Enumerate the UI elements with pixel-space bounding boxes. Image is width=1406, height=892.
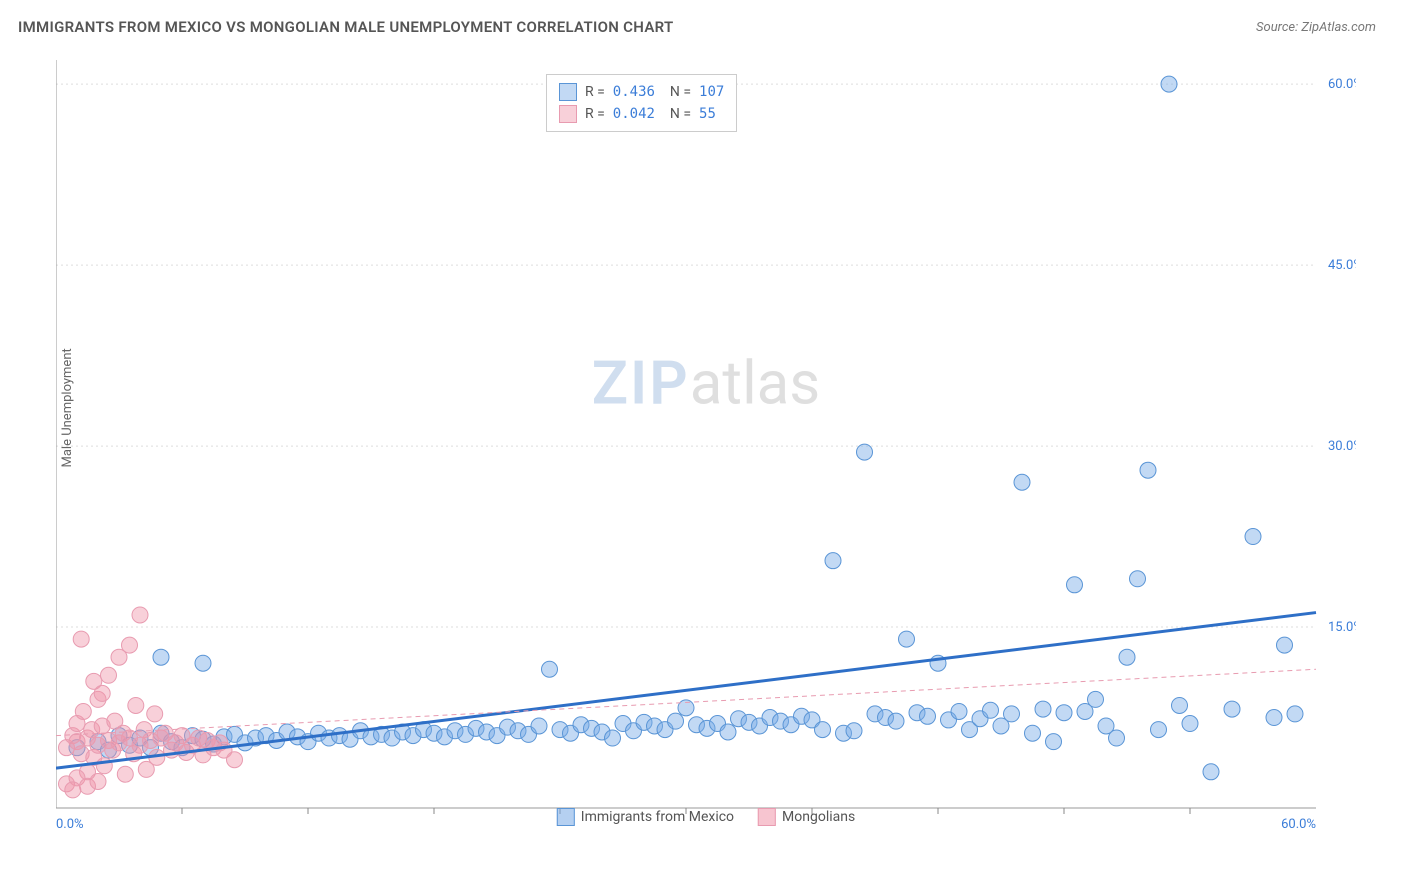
legend-n-val-1: 55 [699,106,716,122]
svg-text:60.0%: 60.0% [1328,77,1356,92]
legend-row-mexico: R = 0.436 N = 107 [559,81,724,103]
plot-area: 15.0%30.0%45.0%60.0%0.0%60.0% ZIPatlas R… [56,60,1356,830]
legend-n-label: N = [663,106,691,122]
legend-row-mongolians: R = 0.042 N = 55 [559,103,724,125]
header: IMMIGRANTS FROM MEXICO VS MONGOLIAN MALE… [0,0,1406,44]
legend-r-val-0: 0.436 [613,84,655,100]
source-attribution: Source: ZipAtlas.com [1256,20,1376,35]
svg-text:0.0%: 0.0% [56,817,84,830]
svg-text:60.0%: 60.0% [1281,817,1316,830]
legend-n-label: N = [663,84,691,100]
correlation-legend: R = 0.436 N = 107 R = 0.042 N = 55 [546,74,737,132]
swatch-mongolians [559,105,577,123]
swatch-mexico [559,83,577,101]
legend-r-label: R = [585,106,605,122]
legend-r-label: R = [585,84,605,100]
swatch-mexico-icon [557,808,575,826]
svg-text:15.0%: 15.0% [1328,620,1356,635]
legend-label-mongolians: Mongolians [782,809,855,825]
legend-item-mexico: Immigrants from Mexico [557,808,734,826]
series-legend: Immigrants from Mexico Mongolians [557,808,855,826]
legend-item-mongolians: Mongolians [758,808,855,826]
scatter-chart-svg: 15.0% 30.0% 45.0% 60.0% 0.0% 60.0% [56,60,1356,830]
svg-text:30.0%: 30.0% [1328,439,1356,454]
swatch-mongolians-icon [758,808,776,826]
legend-n-val-0: 107 [699,84,724,100]
chart-container: Male Unemployment 15.0%30.0%45.0%60.0%0.… [18,50,1388,870]
chart-title: IMMIGRANTS FROM MEXICO VS MONGOLIAN MALE… [18,18,674,36]
legend-label-mexico: Immigrants from Mexico [581,809,734,825]
svg-text:45.0%: 45.0% [1328,258,1356,273]
legend-r-val-1: 0.042 [613,106,655,122]
